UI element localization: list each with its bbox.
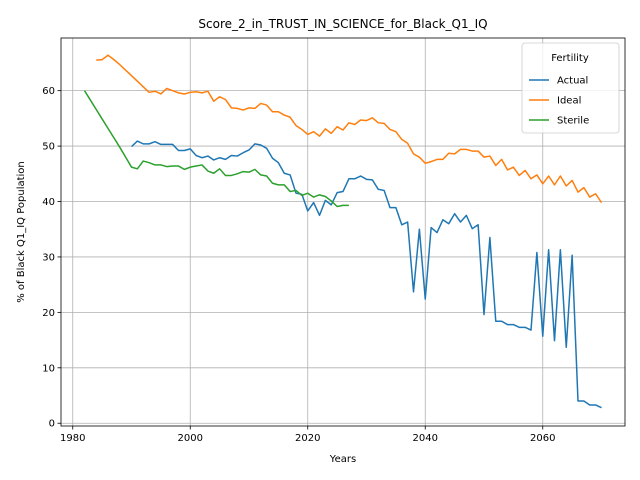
x-tick-label: 2000	[178, 433, 203, 444]
legend-label-actual: Actual	[557, 76, 588, 87]
y-axis-label: % of Black Q1_IQ Population	[16, 161, 27, 303]
legend-box	[521, 42, 620, 134]
x-tick-label: 1980	[60, 433, 85, 444]
x-tick-label: 2060	[530, 433, 555, 444]
y-tick-label: 60	[42, 86, 55, 97]
series-line-ideal	[96, 54, 603, 204]
y-axis: 0 10 20 30 40 50 60	[42, 86, 61, 430]
legend: Fertility Actual Ideal Sterile	[521, 42, 620, 134]
x-tick-label: 2020	[295, 433, 320, 444]
chart-title: Score_2_in_TRUST_IN_SCIENCE_for_Black_Q1…	[198, 17, 487, 31]
legend-label-ideal: Ideal	[557, 96, 581, 107]
y-tick-label: 0	[49, 419, 55, 430]
x-axis-label: Years	[329, 454, 356, 465]
series-line-actual	[130, 140, 602, 409]
y-tick-label: 40	[42, 197, 55, 208]
y-tick-label: 20	[42, 308, 55, 319]
x-axis: 1980 2000 2020 2040 2060	[60, 426, 555, 444]
legend-entries: Actual Ideal Sterile	[529, 76, 589, 127]
y-tick-label: 30	[42, 252, 55, 263]
y-tick-label: 10	[42, 363, 55, 374]
series-line-sterile	[83, 90, 349, 208]
legend-title: Fertility	[551, 53, 589, 64]
y-tick-label: 50	[42, 142, 55, 153]
x-tick-label: 2040	[413, 433, 438, 444]
plot-frame	[60, 37, 626, 427]
series-layer	[83, 54, 603, 409]
legend-label-sterile: Sterile	[557, 116, 589, 127]
